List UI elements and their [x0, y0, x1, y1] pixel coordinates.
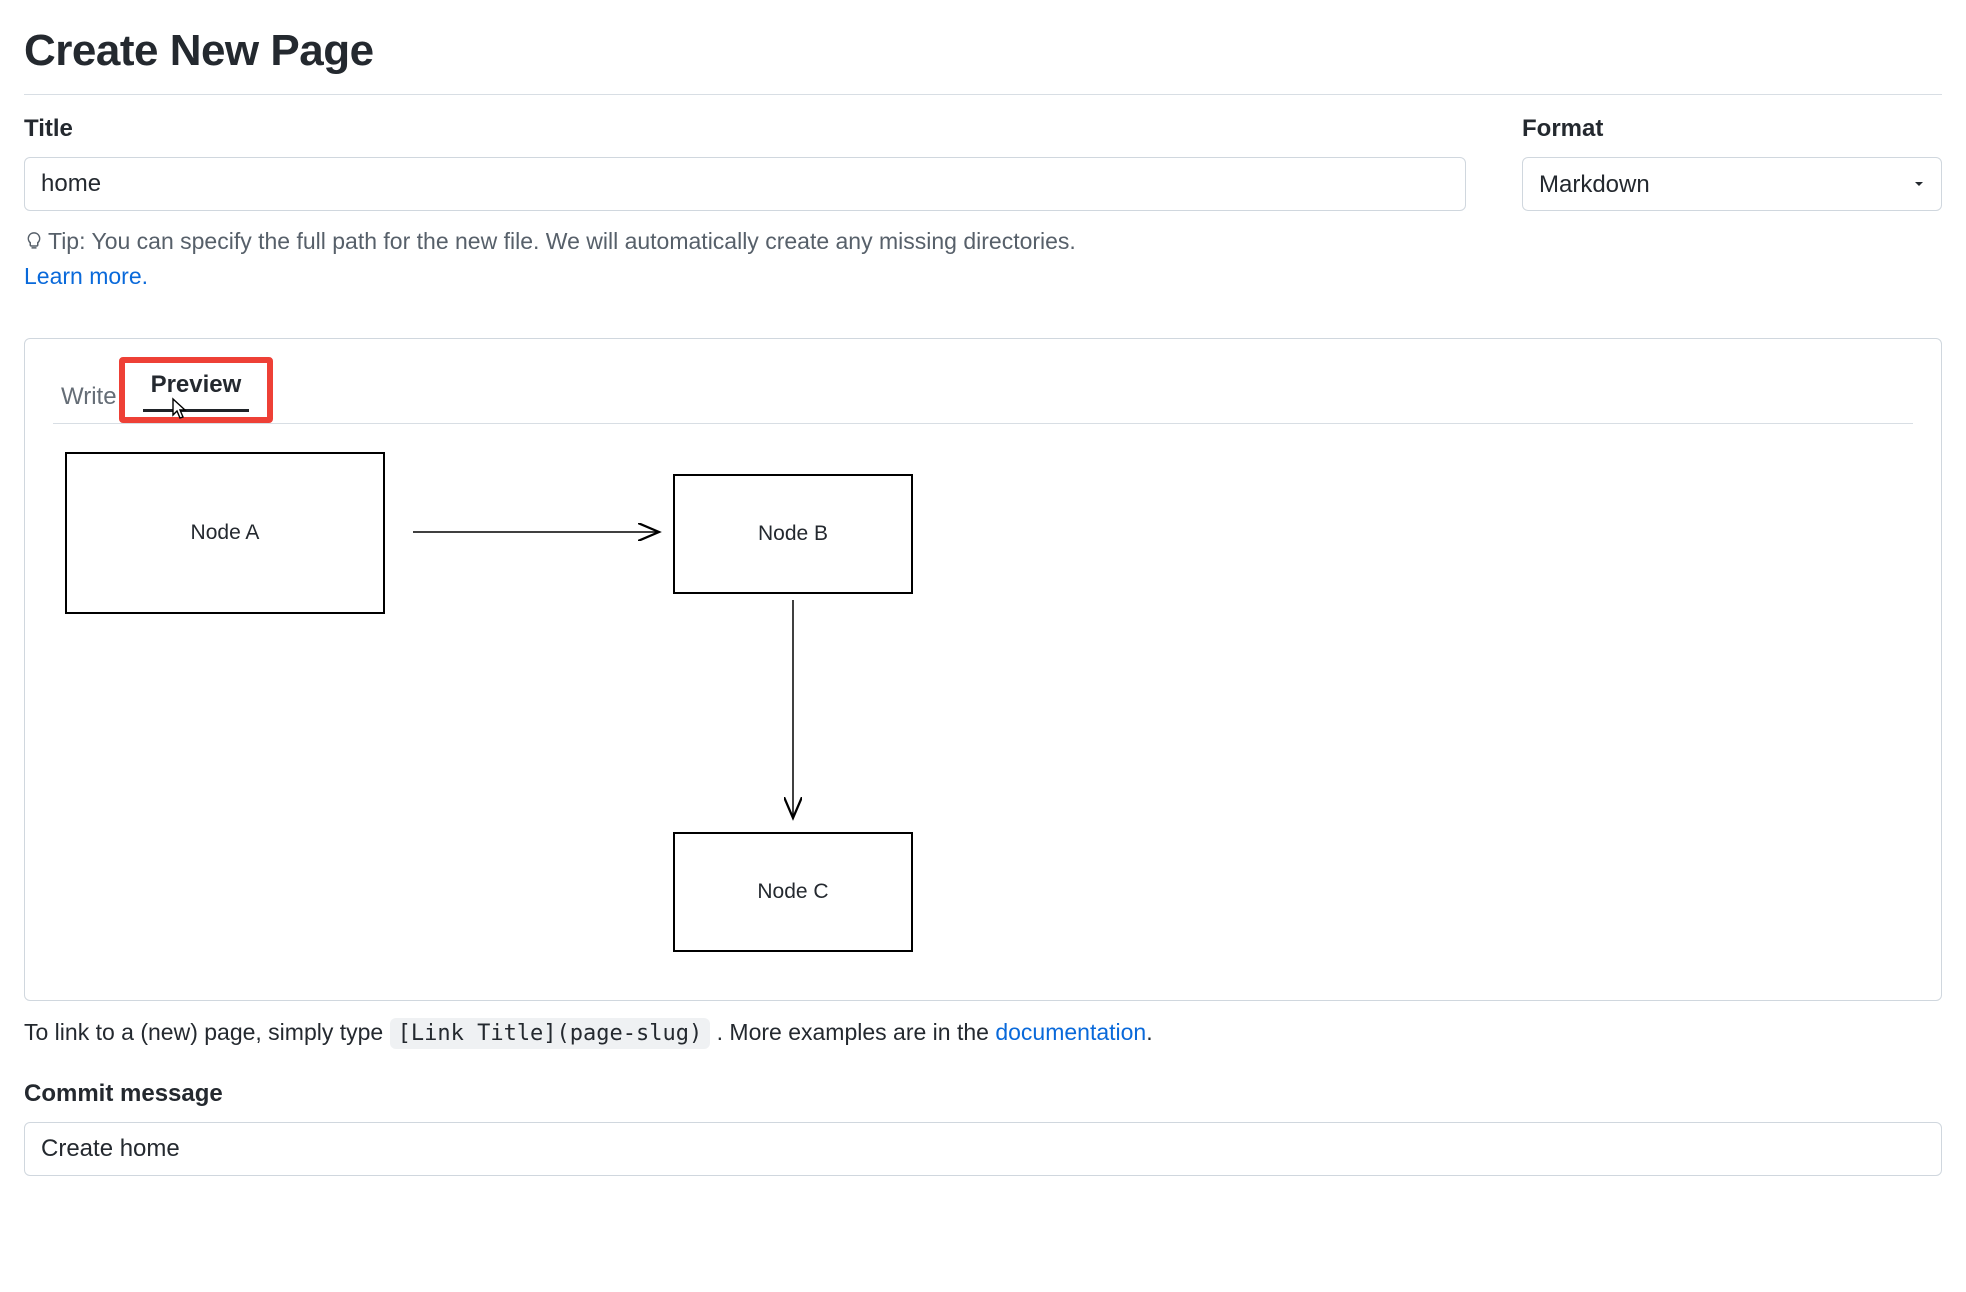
link-hint-prefix: To link to a (new) page, simply type: [24, 1019, 390, 1045]
documentation-link[interactable]: documentation: [995, 1019, 1146, 1045]
editor-panel: Write Preview Node A Node B Node C: [24, 338, 1942, 1001]
commit-label: Commit message: [24, 1080, 1942, 1108]
page-title: Create New Page: [24, 26, 1942, 76]
format-label: Format: [1522, 115, 1942, 143]
form-row: Title Tip: You can specify the full path…: [24, 115, 1942, 294]
tip-row: Tip: You can specify the full path for t…: [24, 225, 1466, 294]
tab-strip: Write Preview: [53, 339, 1913, 424]
lightbulb-icon: [24, 227, 44, 260]
title-label: Title: [24, 115, 1466, 143]
link-hint-code: [Link Title](page-slug): [390, 1018, 711, 1049]
title-column: Title Tip: You can specify the full path…: [24, 115, 1466, 294]
diagram-preview: Node A Node B Node C: [53, 452, 1913, 972]
format-select[interactable]: Markdown: [1522, 157, 1942, 211]
commit-section: Commit message: [24, 1080, 1942, 1176]
learn-more-link[interactable]: Learn more.: [24, 263, 148, 289]
diagram-node-a: Node A: [65, 452, 385, 614]
title-input[interactable]: [24, 157, 1466, 211]
tip-text: Tip: You can specify the full path for t…: [48, 228, 1076, 254]
commit-message-input[interactable]: [24, 1122, 1942, 1176]
link-hint-middle: . More examples are in the: [717, 1019, 996, 1045]
diagram-node-b: Node B: [673, 474, 913, 594]
link-hint: To link to a (new) page, simply type [Li…: [24, 1019, 1942, 1046]
divider: [24, 94, 1942, 95]
preview-highlight: Preview: [119, 357, 274, 423]
diagram-node-c: Node C: [673, 832, 913, 952]
format-column: Format Markdown: [1522, 115, 1942, 211]
link-hint-suffix: .: [1146, 1019, 1152, 1045]
tab-write[interactable]: Write: [53, 375, 125, 423]
tab-preview[interactable]: Preview: [143, 363, 250, 411]
